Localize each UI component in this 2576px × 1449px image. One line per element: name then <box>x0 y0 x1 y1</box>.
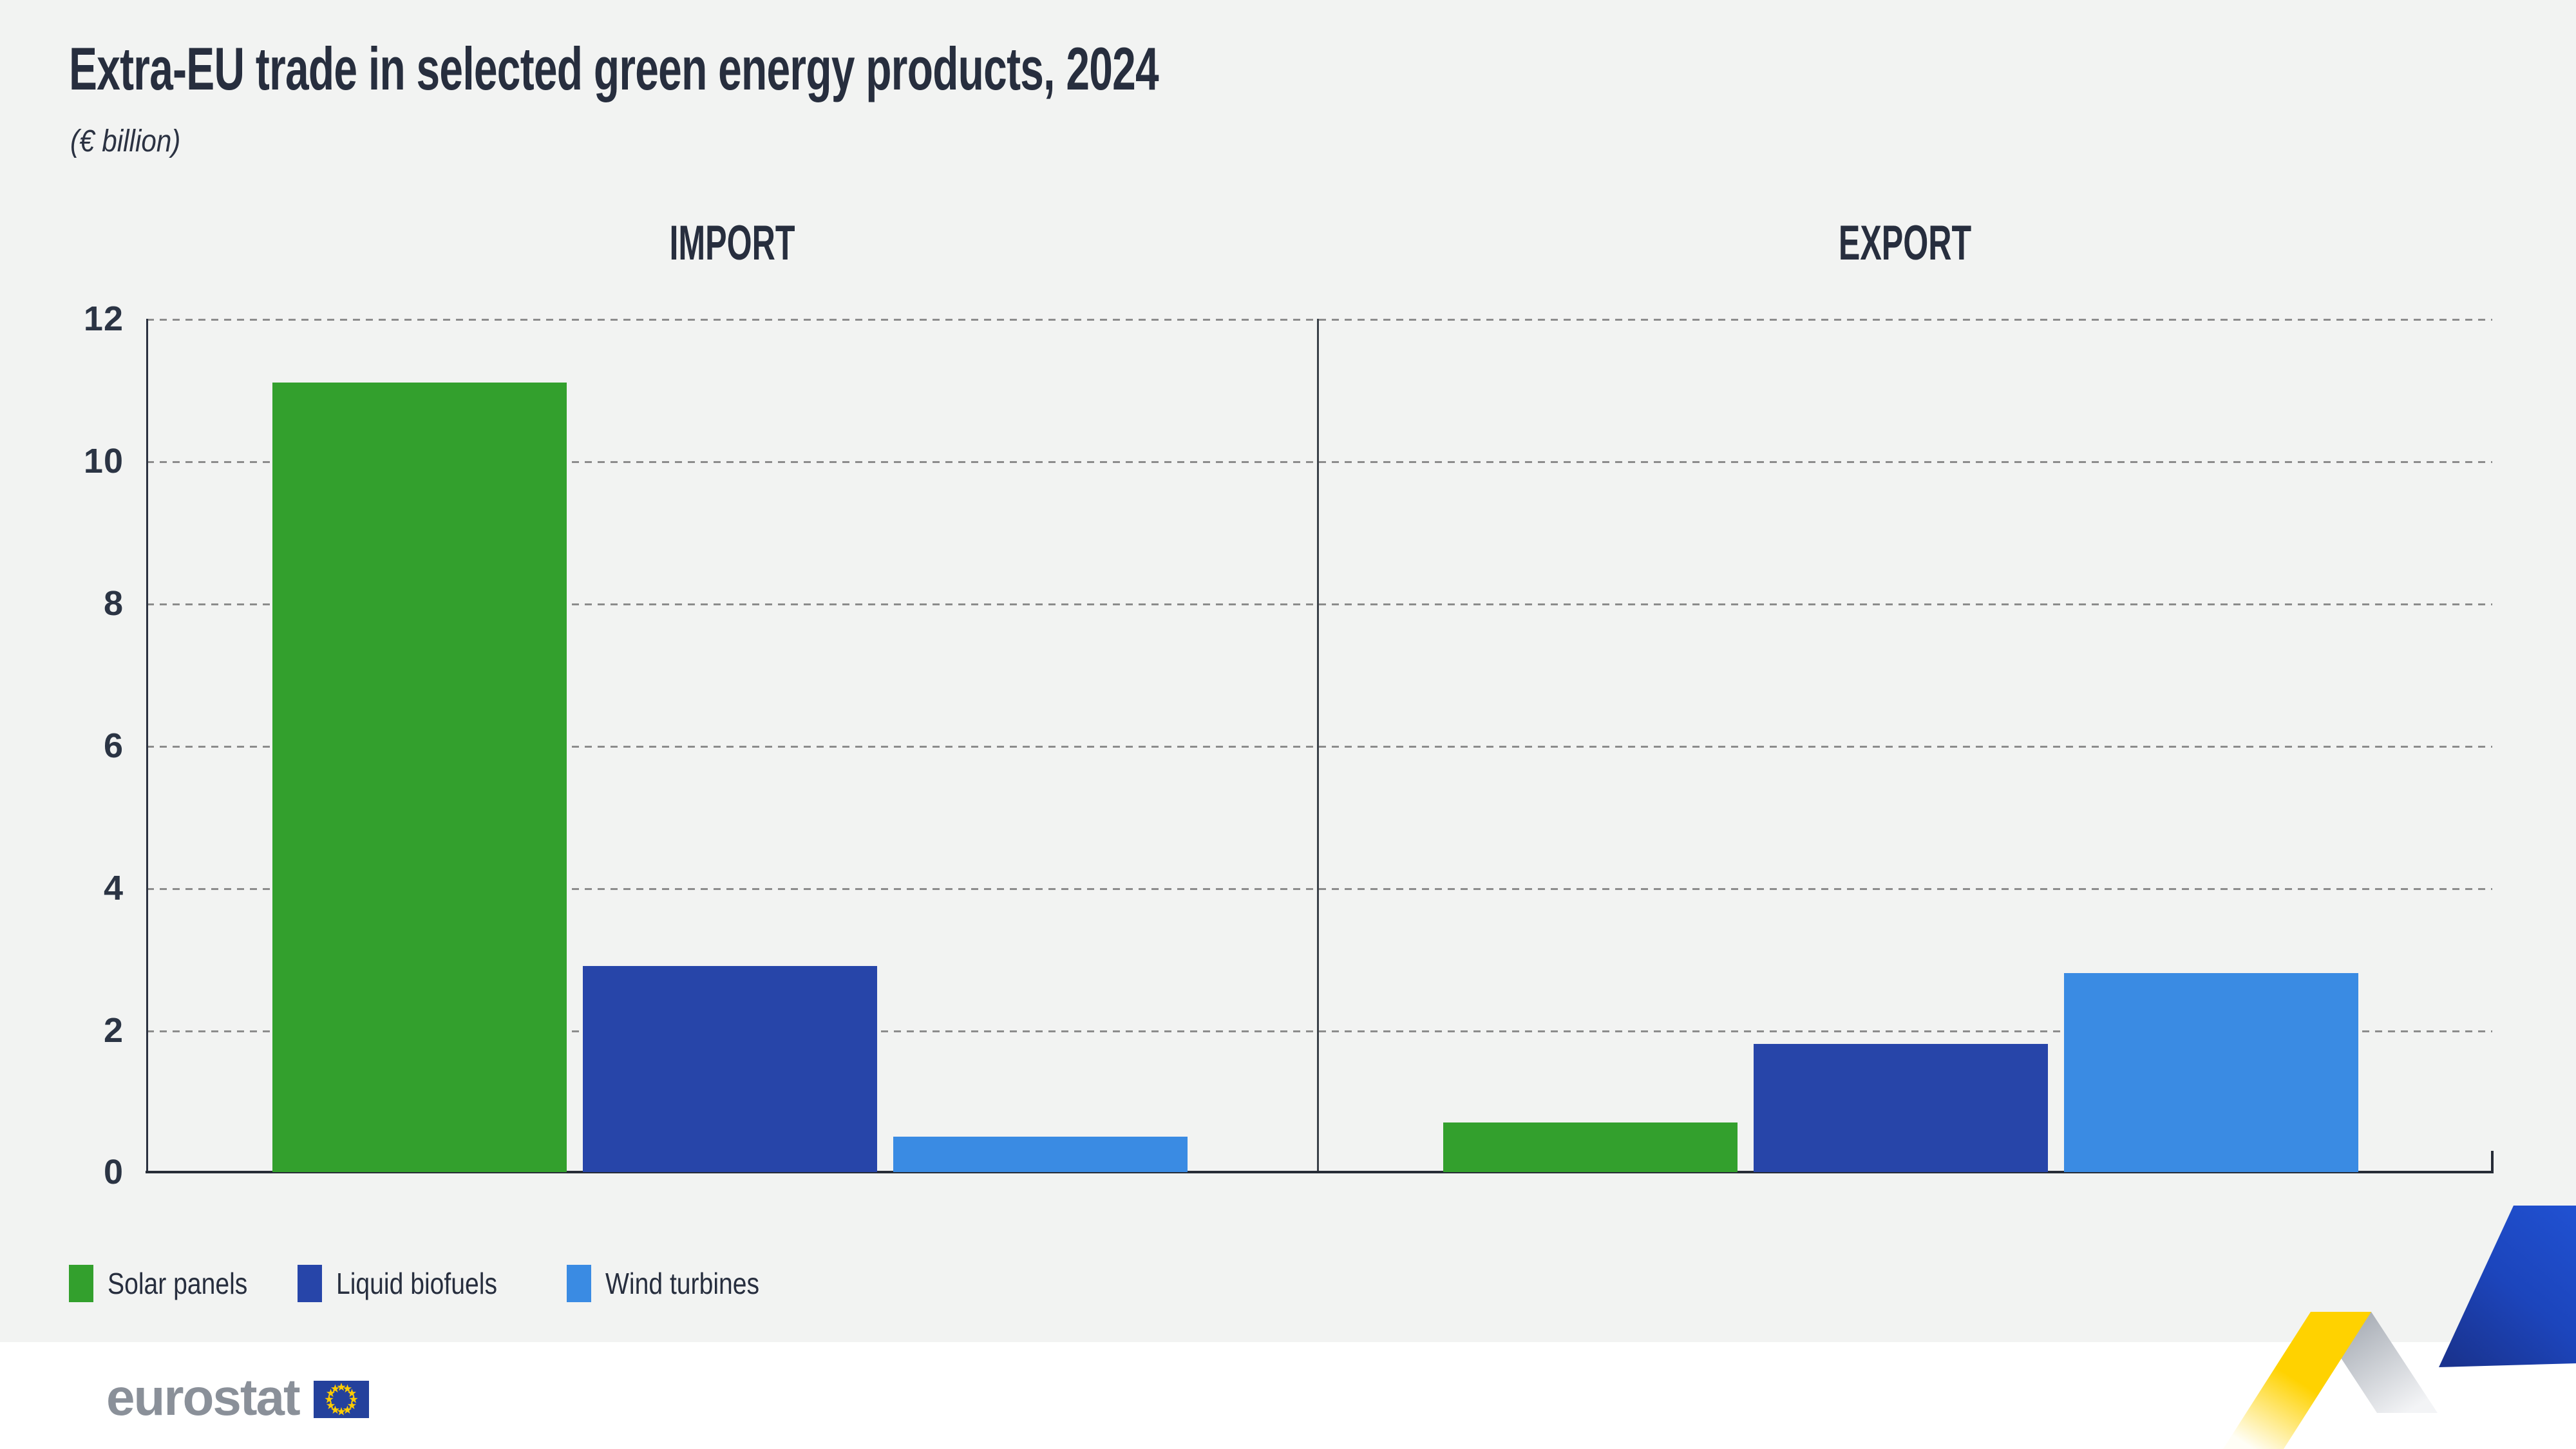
ytick-4: 4 <box>103 869 124 907</box>
bar-import-liquid-biofuels <box>583 966 877 1172</box>
legend-label-solar-panels: Solar panels <box>108 1267 248 1300</box>
legend-label-liquid-biofuels: Liquid biofuels <box>336 1267 497 1300</box>
gridline-4 <box>147 888 2492 890</box>
panel-title-export: EXPORT <box>1838 216 1972 270</box>
legend-swatch-liquid-biofuels <box>298 1265 322 1302</box>
gridlines <box>147 319 2492 1172</box>
ytick-12: 12 <box>83 299 124 338</box>
bar-import-wind-turbines <box>893 1137 1188 1172</box>
import-panel <box>147 319 1318 1172</box>
eurostat-logo: eurostat <box>106 1365 369 1430</box>
page-subtitle: (€ billion) <box>70 124 181 158</box>
export-panel <box>1318 319 2492 1172</box>
y-axis-line <box>146 319 148 1172</box>
bar-export-liquid-biofuels <box>1754 1044 2048 1172</box>
x-axis-end-tick <box>2491 1151 2494 1172</box>
legend-swatch-wind-turbines <box>567 1265 591 1302</box>
gridline-2 <box>147 1030 2492 1032</box>
ytick-6: 6 <box>103 726 124 765</box>
page-title: Extra-EU trade in selected green energy … <box>69 35 1159 102</box>
ribbon-yellow-segment <box>2223 1312 2371 1449</box>
legend-item-solar-panels: Solar panels <box>69 1264 272 1303</box>
panel-title-import: IMPORT <box>669 216 795 270</box>
ytick-10: 10 <box>83 442 124 480</box>
trend-ribbon-graphic <box>2223 1206 2576 1449</box>
legend-item-liquid-biofuels: Liquid biofuels <box>298 1264 526 1303</box>
bar-export-wind-turbines <box>2064 973 2358 1172</box>
ytick-8: 8 <box>103 584 124 623</box>
footer-background <box>0 1342 2576 1449</box>
panel-divider-line <box>1317 319 1319 1172</box>
bar-export-solar-panels <box>1443 1122 1738 1172</box>
bar-import-solar-panels <box>272 383 567 1172</box>
gridline-6 <box>147 746 2492 748</box>
ribbon-blue-segment <box>2439 1206 2576 1367</box>
gridline-8 <box>147 603 2492 605</box>
gridline-10 <box>147 461 2492 463</box>
x-axis-line <box>146 1171 2494 1173</box>
legend-swatch-solar-panels <box>69 1265 93 1302</box>
legend-item-wind-turbines: Wind turbines <box>567 1264 786 1303</box>
legend-label-wind-turbines: Wind turbines <box>605 1267 760 1300</box>
ytick-2: 2 <box>103 1011 124 1050</box>
gridline-12 <box>147 319 2492 321</box>
ytick-0: 0 <box>103 1153 124 1191</box>
legend: Solar panels Liquid biofuels Wind turbin… <box>0 1264 2576 1315</box>
eurostat-logo-text: eurostat <box>106 1368 301 1426</box>
eu-flag-icon <box>313 1381 369 1418</box>
